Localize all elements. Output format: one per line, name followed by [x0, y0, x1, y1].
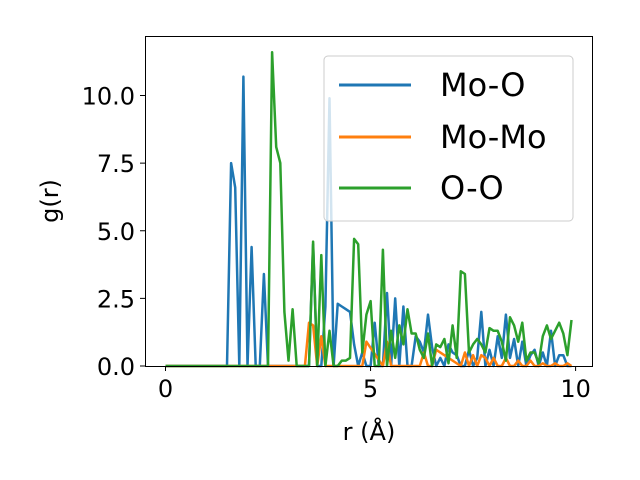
legend-label-o-o: O-O: [440, 169, 504, 207]
series-line-o-o: [165, 50, 573, 368]
y-axis: 0.0 2.5 5.0 7.5 10.0: [82, 83, 145, 381]
x-tick-label: 0: [158, 375, 173, 403]
y-axis-label: g(r): [36, 179, 64, 223]
y-tick-label: 7.5: [97, 150, 135, 178]
x-axis-label: r (Å): [343, 417, 396, 446]
legend-box: [323, 55, 574, 222]
legend: Mo-O Mo-Mo O-O: [323, 55, 574, 222]
plot-frame: [145, 36, 593, 367]
y-tick-label: 10.0: [82, 83, 135, 111]
x-tick-label: 5: [363, 375, 378, 403]
x-axis: 0 5 10: [158, 366, 591, 403]
x-tick-label: 10: [560, 375, 591, 403]
legend-label-mo-mo: Mo-Mo: [440, 118, 547, 156]
y-tick-label: 0.0: [97, 353, 135, 381]
y-tick-label: 5.0: [97, 218, 135, 246]
legend-label-mo-o: Mo-O: [440, 66, 525, 104]
y-tick-label: 2.5: [97, 285, 135, 313]
